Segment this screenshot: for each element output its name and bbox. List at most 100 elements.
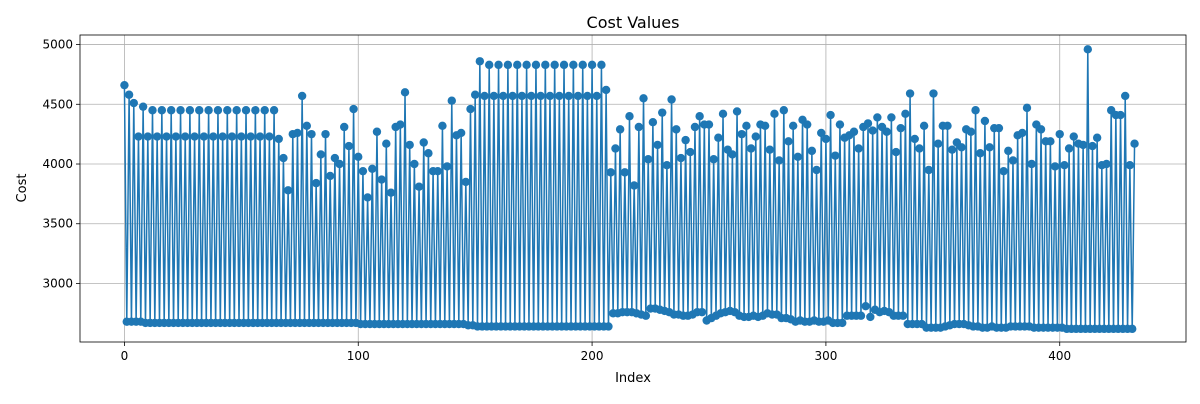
data-point [1046, 137, 1055, 146]
data-point [396, 120, 405, 129]
data-point [456, 128, 466, 138]
data-point [424, 149, 433, 158]
data-point [854, 144, 863, 153]
data-point [311, 178, 321, 188]
data-point [246, 132, 255, 141]
data-point [1064, 144, 1074, 153]
data-point [1125, 161, 1135, 170]
data-point [583, 91, 592, 101]
data-point [898, 311, 908, 320]
data-point [714, 133, 723, 142]
data-point [1022, 103, 1032, 113]
data-point [1078, 140, 1088, 150]
data-point [550, 60, 559, 70]
x-tick-label: 200 [581, 349, 604, 363]
data-point [176, 106, 185, 115]
data-point [499, 91, 508, 101]
data-point [433, 166, 442, 176]
data-point [120, 80, 129, 90]
data-point [513, 60, 522, 70]
data-point [377, 175, 386, 184]
series-cost [120, 45, 1139, 334]
data-point [302, 121, 312, 130]
data-point [695, 112, 704, 121]
data-point [517, 91, 527, 101]
data-point [372, 127, 382, 136]
data-point [1027, 159, 1036, 169]
data-point [129, 98, 138, 108]
data-point [260, 106, 269, 115]
data-point [152, 132, 162, 141]
data-point [340, 122, 349, 132]
data-point [994, 123, 1004, 133]
data-point [620, 168, 630, 177]
data-point [213, 106, 223, 115]
data-point [419, 138, 428, 147]
data-point [751, 132, 760, 141]
data-point [838, 318, 847, 328]
x-tick-label: 0 [121, 349, 129, 363]
data-point [868, 126, 877, 135]
data-point [386, 188, 396, 197]
data-point [134, 132, 143, 141]
data-point [896, 123, 905, 133]
data-point [606, 168, 615, 177]
data-point [697, 307, 707, 317]
data-point [882, 127, 891, 136]
data-point [999, 166, 1008, 176]
data-point [251, 106, 260, 115]
data-point [856, 311, 866, 320]
data-point [508, 91, 517, 101]
data-point [181, 132, 190, 141]
data-point [1128, 324, 1137, 334]
data-point [765, 145, 774, 154]
data-point [662, 161, 672, 170]
data-point [269, 106, 279, 115]
data-point [604, 322, 613, 331]
data-point [344, 141, 354, 151]
data-point [1050, 162, 1060, 171]
data-point [732, 107, 742, 116]
data-point [910, 134, 919, 144]
data-point [615, 125, 625, 134]
data-point [199, 132, 209, 141]
data-point [124, 90, 134, 99]
data-point [915, 144, 924, 153]
y-axis-label: Cost [15, 174, 30, 203]
data-point [405, 140, 414, 150]
data-point [354, 152, 363, 162]
data-point [793, 152, 803, 162]
data-point [587, 60, 597, 70]
data-point [676, 153, 686, 163]
data-point [812, 165, 821, 175]
data-point [274, 134, 283, 144]
data-point [555, 91, 564, 101]
data-point [779, 106, 789, 115]
data-point [349, 104, 358, 114]
data-point [545, 91, 555, 101]
data-point [1116, 110, 1125, 120]
data-point [929, 89, 938, 98]
data-point [232, 106, 241, 115]
data-point [157, 106, 167, 115]
data-point [887, 113, 896, 122]
data-point [601, 85, 611, 95]
data-point [788, 121, 798, 130]
data-point [363, 193, 372, 202]
data-point [536, 91, 545, 101]
data-point [573, 91, 583, 101]
data-point [821, 134, 831, 144]
data-point [564, 91, 573, 101]
data-point [866, 312, 875, 322]
data-point [330, 153, 340, 163]
data-point [873, 113, 882, 122]
data-point [382, 139, 391, 148]
data-point [1060, 161, 1069, 170]
data-point [644, 155, 653, 164]
data-point [461, 177, 471, 187]
data-point [578, 60, 587, 70]
data-point [611, 144, 620, 153]
data-point [321, 129, 330, 139]
data-point [831, 151, 840, 160]
